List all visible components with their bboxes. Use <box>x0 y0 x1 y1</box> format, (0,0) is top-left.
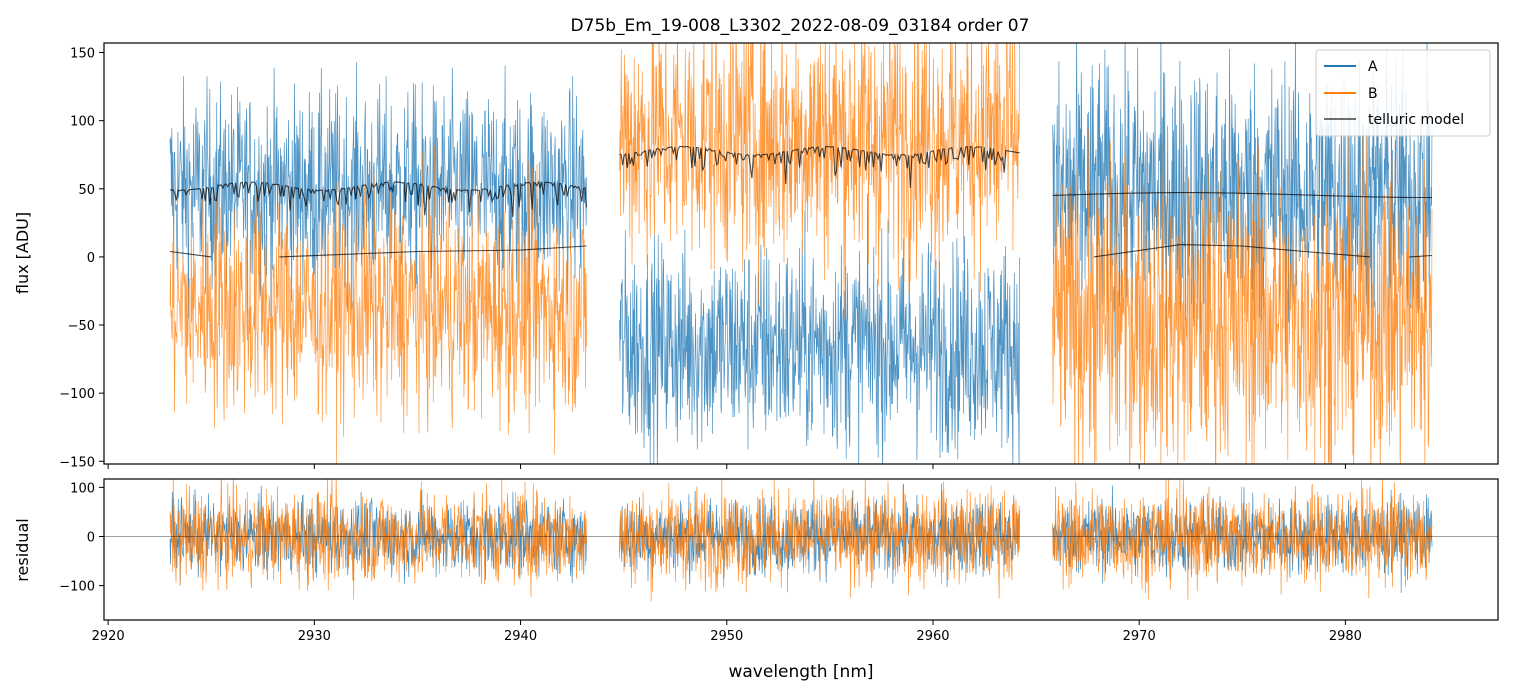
flux-panel-frame <box>103 42 1499 465</box>
legend-box <box>1315 49 1491 137</box>
telluric-model-upper-segment-3 <box>1052 192 1432 199</box>
y-tick-label: −50 <box>68 319 95 334</box>
y-tick-label: 0 <box>87 530 95 545</box>
y-tick-label: −150 <box>59 455 95 470</box>
residual-series-b-segment-1 <box>169 479 587 600</box>
residual-series-a-segment-1 <box>169 485 587 586</box>
x-axis-label: wavelength [nm] <box>728 662 873 682</box>
chart-title: D75b_Em_19-008_L3302_2022-08-09_03184 or… <box>571 16 1030 36</box>
telluric-model-lower-piece-3 <box>1093 244 1371 258</box>
y-tick-label: 100 <box>70 481 95 496</box>
telluric-model-upper-segment-1 <box>169 180 588 217</box>
y-tick-label: 50 <box>78 183 95 198</box>
residual-panel: −100 0 100 residual <box>13 478 1499 621</box>
residual-panel-frame <box>103 478 1499 621</box>
x-tick-label: 2920 <box>92 629 125 644</box>
flux-series-a-segment-2 <box>619 193 1020 464</box>
x-tick-label: 2930 <box>298 629 331 644</box>
residual-series-b-segment-2 <box>619 479 1020 602</box>
flux-axis-label: flux [ADU] <box>13 212 32 294</box>
telluric-model-lower-piece-2 <box>279 245 587 258</box>
flux-series-b-segment-1 <box>169 145 587 464</box>
flux-panel: −150 −100 −50 0 50 100 150 flux [ADU] <box>13 42 1499 470</box>
telluric-model-upper-segment-2 <box>619 145 1020 189</box>
flux-series-b-segment-2 <box>619 43 1020 318</box>
x-tick-label: 2960 <box>916 629 949 644</box>
y-tick-label: −100 <box>59 580 95 595</box>
x-tick-label: 2970 <box>1123 629 1156 644</box>
y-tick-label: 100 <box>70 115 95 130</box>
legend-label-telluric: telluric model <box>1368 112 1464 128</box>
telluric-model-lower-piece-1 <box>169 250 212 258</box>
flux-series-a-segment-1 <box>169 62 587 319</box>
telluric-model-lower-piece-4 <box>1409 254 1433 258</box>
legend-label-a: A <box>1368 59 1378 75</box>
x-tick-label: 2980 <box>1329 629 1362 644</box>
y-tick-label: 0 <box>87 251 95 266</box>
flux-series-b-segment-3 <box>1052 112 1433 464</box>
legend: A B telluric model <box>1315 49 1491 137</box>
residual-axis-label: residual <box>13 518 32 581</box>
x-tick-label: 2940 <box>504 629 537 644</box>
legend-label-b: B <box>1368 86 1378 102</box>
y-tick-label: −100 <box>59 387 95 402</box>
x-tick-label: 2950 <box>710 629 743 644</box>
residual-series-b-segment-3 <box>1052 479 1433 600</box>
y-tick-label: 150 <box>70 47 95 62</box>
